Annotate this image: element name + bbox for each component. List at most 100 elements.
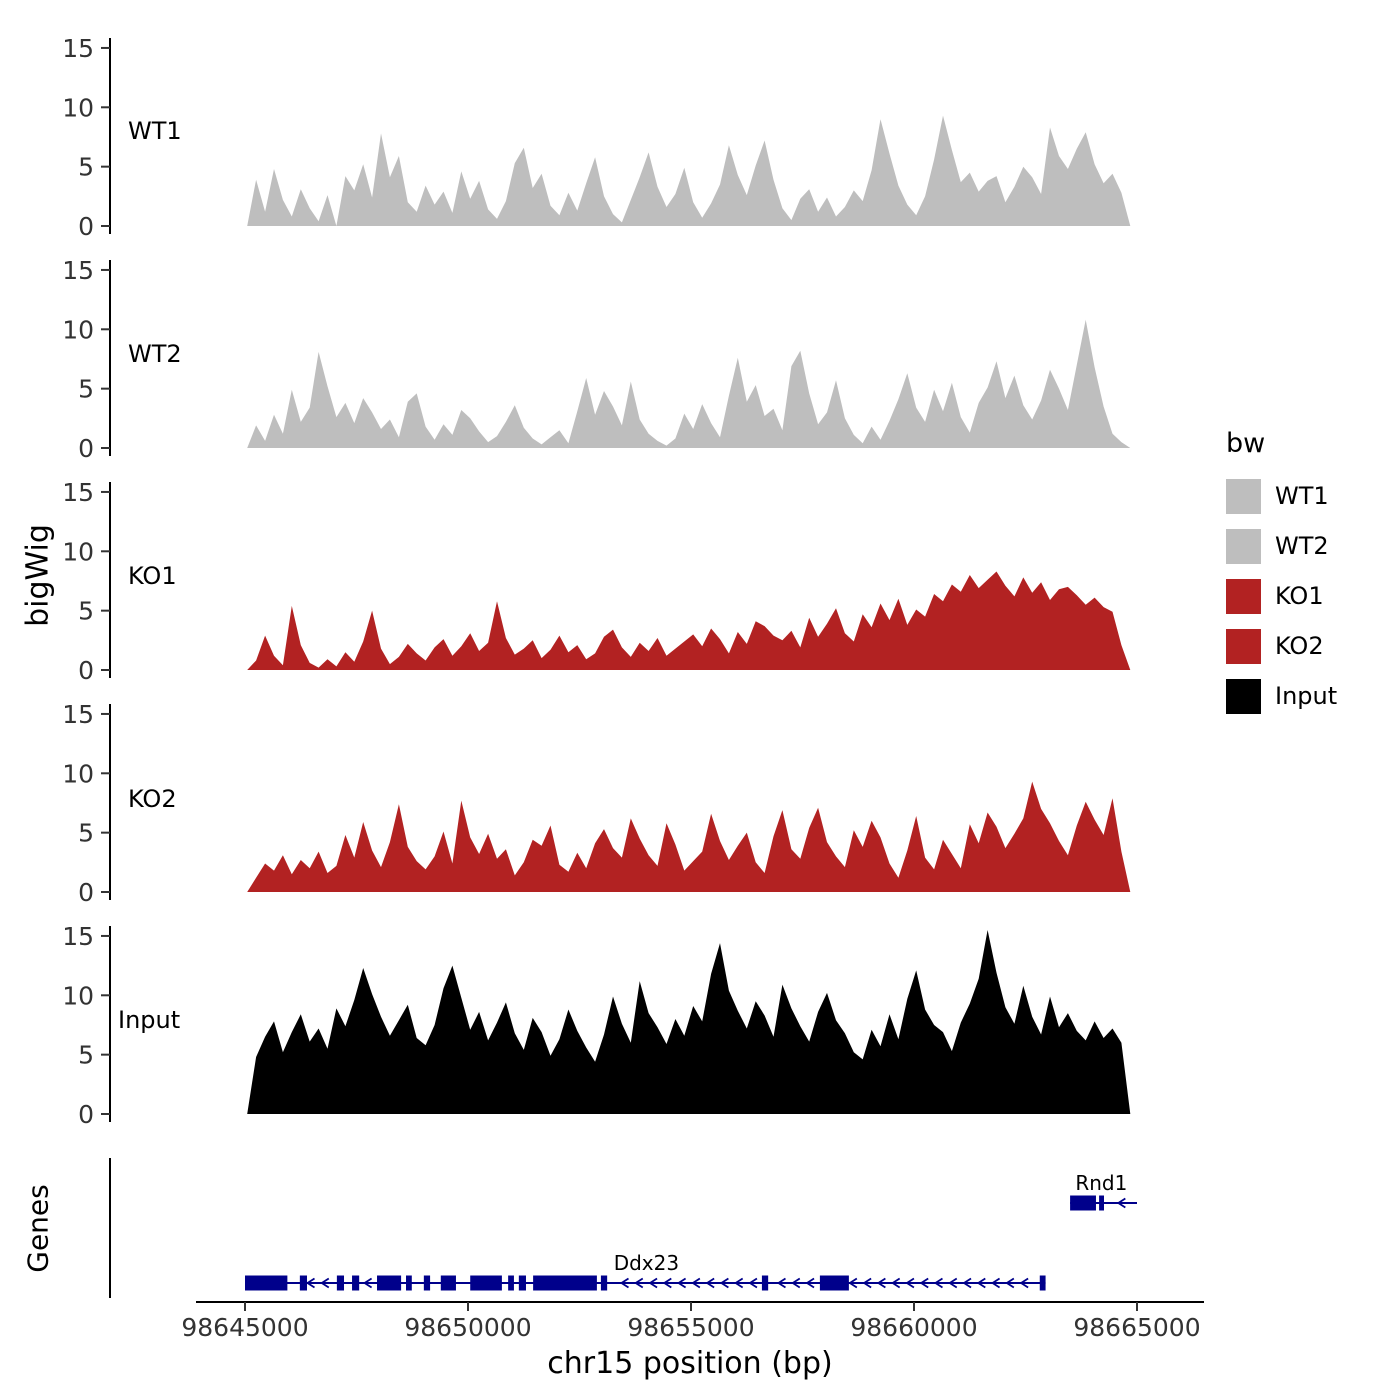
gene-exon-ddx23 xyxy=(336,1275,345,1291)
gene-exon-ddx23 xyxy=(423,1275,431,1291)
x-tick-label: 98665000 xyxy=(1073,1313,1200,1342)
coverage-area-wt2 xyxy=(247,319,1131,448)
legend-title: bw xyxy=(1226,428,1266,459)
gene-exon-ddx23 xyxy=(470,1275,502,1291)
legend-label-wt2: WT2 xyxy=(1275,532,1329,560)
legend: bw WT1 WT2 KO1 KO2 Input xyxy=(1226,428,1337,721)
gene-strand-arrow-icon xyxy=(805,1277,815,1289)
legend-label-wt1: WT1 xyxy=(1275,482,1329,510)
y-tick-label: 5 xyxy=(78,375,94,404)
gene-exon-ddx23 xyxy=(352,1275,360,1291)
gene-strand-arrow-icon xyxy=(791,1277,801,1289)
gene-strand-arrow-icon xyxy=(619,1277,629,1289)
y-tick-label: 15 xyxy=(62,34,94,63)
legend-swatch-input xyxy=(1226,678,1261,714)
y-tick-label: 10 xyxy=(62,759,94,788)
gene-exon-ddx23 xyxy=(1039,1275,1046,1291)
track-label-input: Input xyxy=(118,1006,181,1034)
y-tick-label: 0 xyxy=(78,1100,94,1129)
legend-item-ko1: KO1 xyxy=(1226,571,1337,621)
gene-strand-arrow-icon xyxy=(748,1277,758,1289)
legend-item-wt2: WT2 xyxy=(1226,521,1337,571)
y-tick-label: 10 xyxy=(62,537,94,566)
gene-exon-ddx23 xyxy=(819,1275,849,1291)
gene-strand-arrow-icon xyxy=(976,1277,986,1289)
gene-strand-arrow-icon xyxy=(890,1277,901,1289)
x-tick-label: 98660000 xyxy=(850,1313,977,1342)
y-tick-label: 15 xyxy=(62,922,94,951)
gene-strand-arrow-icon xyxy=(320,1277,330,1289)
x-axis-title: chr15 position (bp) xyxy=(547,1346,833,1381)
y-tick-label: 5 xyxy=(78,1041,94,1070)
legend-label-ko1: KO1 xyxy=(1275,582,1324,610)
gene-exon-ddx23 xyxy=(761,1275,769,1291)
y-axis-title: bigWig xyxy=(20,524,56,627)
track-label-ko1: KO1 xyxy=(128,562,177,590)
coverage-area-ko2 xyxy=(247,781,1131,892)
track-label-wt2: WT2 xyxy=(128,340,182,368)
y-tick-label: 0 xyxy=(78,656,94,685)
gene-strand-arrow-icon xyxy=(362,1277,373,1289)
track-label-ko2: KO2 xyxy=(128,785,177,813)
y-tick-label: 0 xyxy=(78,212,94,241)
y-tick-label: 10 xyxy=(62,315,94,344)
gene-strand-arrow-icon xyxy=(776,1277,786,1289)
gene-exon-ddx23 xyxy=(440,1275,456,1291)
coverage-area-input xyxy=(247,930,1131,1114)
gene-exon-ddx23 xyxy=(245,1275,288,1291)
gene-strand-arrow-icon xyxy=(1116,1197,1126,1209)
gene-exon-rnd1 xyxy=(1099,1195,1104,1211)
gene-strand-arrow-icon xyxy=(305,1277,315,1289)
gene-strand-arrow-icon xyxy=(634,1277,644,1289)
track-label-wt1: WT1 xyxy=(128,117,182,145)
gene-strand-arrow-icon xyxy=(948,1277,958,1289)
x-tick-label: 98645000 xyxy=(181,1313,308,1342)
gene-strand-arrow-icon xyxy=(734,1277,744,1289)
gene-strand-arrow-icon xyxy=(719,1277,729,1289)
y-tick-label: 15 xyxy=(62,700,94,729)
gene-strand-arrow-icon xyxy=(705,1277,715,1289)
y-tick-label: 5 xyxy=(78,597,94,626)
gene-strand-arrow-icon xyxy=(1019,1277,1029,1289)
gene-exon-ddx23 xyxy=(406,1275,412,1291)
x-tick-label: 98655000 xyxy=(627,1313,754,1342)
gene-exon-rnd1 xyxy=(1070,1195,1096,1211)
gene-strand-arrow-icon xyxy=(876,1277,886,1289)
gene-strand-arrow-icon xyxy=(676,1277,687,1289)
legend-item-input: Input xyxy=(1226,671,1337,721)
gene-strand-arrow-icon xyxy=(662,1277,672,1289)
legend-label-input: Input xyxy=(1275,682,1338,710)
gene-strand-arrow-icon xyxy=(1005,1277,1015,1289)
gene-exon-ddx23 xyxy=(508,1275,514,1291)
y-tick-label: 15 xyxy=(62,478,94,507)
gene-strand-arrow-icon xyxy=(933,1277,943,1289)
gene-label-rnd1: Rnd1 xyxy=(1075,1171,1127,1195)
legend-swatch-wt2 xyxy=(1226,528,1261,564)
gene-strand-arrow-icon xyxy=(862,1277,872,1289)
gene-exon-ddx23 xyxy=(533,1275,597,1291)
y-tick-label: 5 xyxy=(78,153,94,182)
y-tick-label: 5 xyxy=(78,819,94,848)
y-tick-label: 10 xyxy=(62,93,94,122)
y-tick-label: 0 xyxy=(78,878,94,907)
gene-exon-ddx23 xyxy=(377,1275,402,1291)
coverage-area-ko1 xyxy=(247,571,1131,670)
gene-strand-arrow-icon xyxy=(691,1277,701,1289)
coverage-area-wt1 xyxy=(247,115,1131,226)
gene-strand-arrow-icon xyxy=(990,1277,1001,1289)
legend-swatch-wt1 xyxy=(1226,478,1261,514)
gene-strand-arrow-icon xyxy=(905,1277,915,1289)
gene-exon-ddx23 xyxy=(518,1275,526,1291)
y-tick-label: 0 xyxy=(78,434,94,463)
gene-strand-arrow-icon xyxy=(848,1277,858,1289)
gene-exon-ddx23 xyxy=(600,1275,608,1291)
legend-swatch-ko1 xyxy=(1226,578,1261,614)
legend-item-ko2: KO2 xyxy=(1226,621,1337,671)
y-tick-label: 15 xyxy=(62,256,94,285)
gene-label-ddx23: Ddx23 xyxy=(614,1251,679,1275)
genes-axis-title: Genes xyxy=(21,1184,55,1273)
gene-exon-ddx23 xyxy=(299,1275,307,1291)
legend-item-wt1: WT1 xyxy=(1226,471,1337,521)
